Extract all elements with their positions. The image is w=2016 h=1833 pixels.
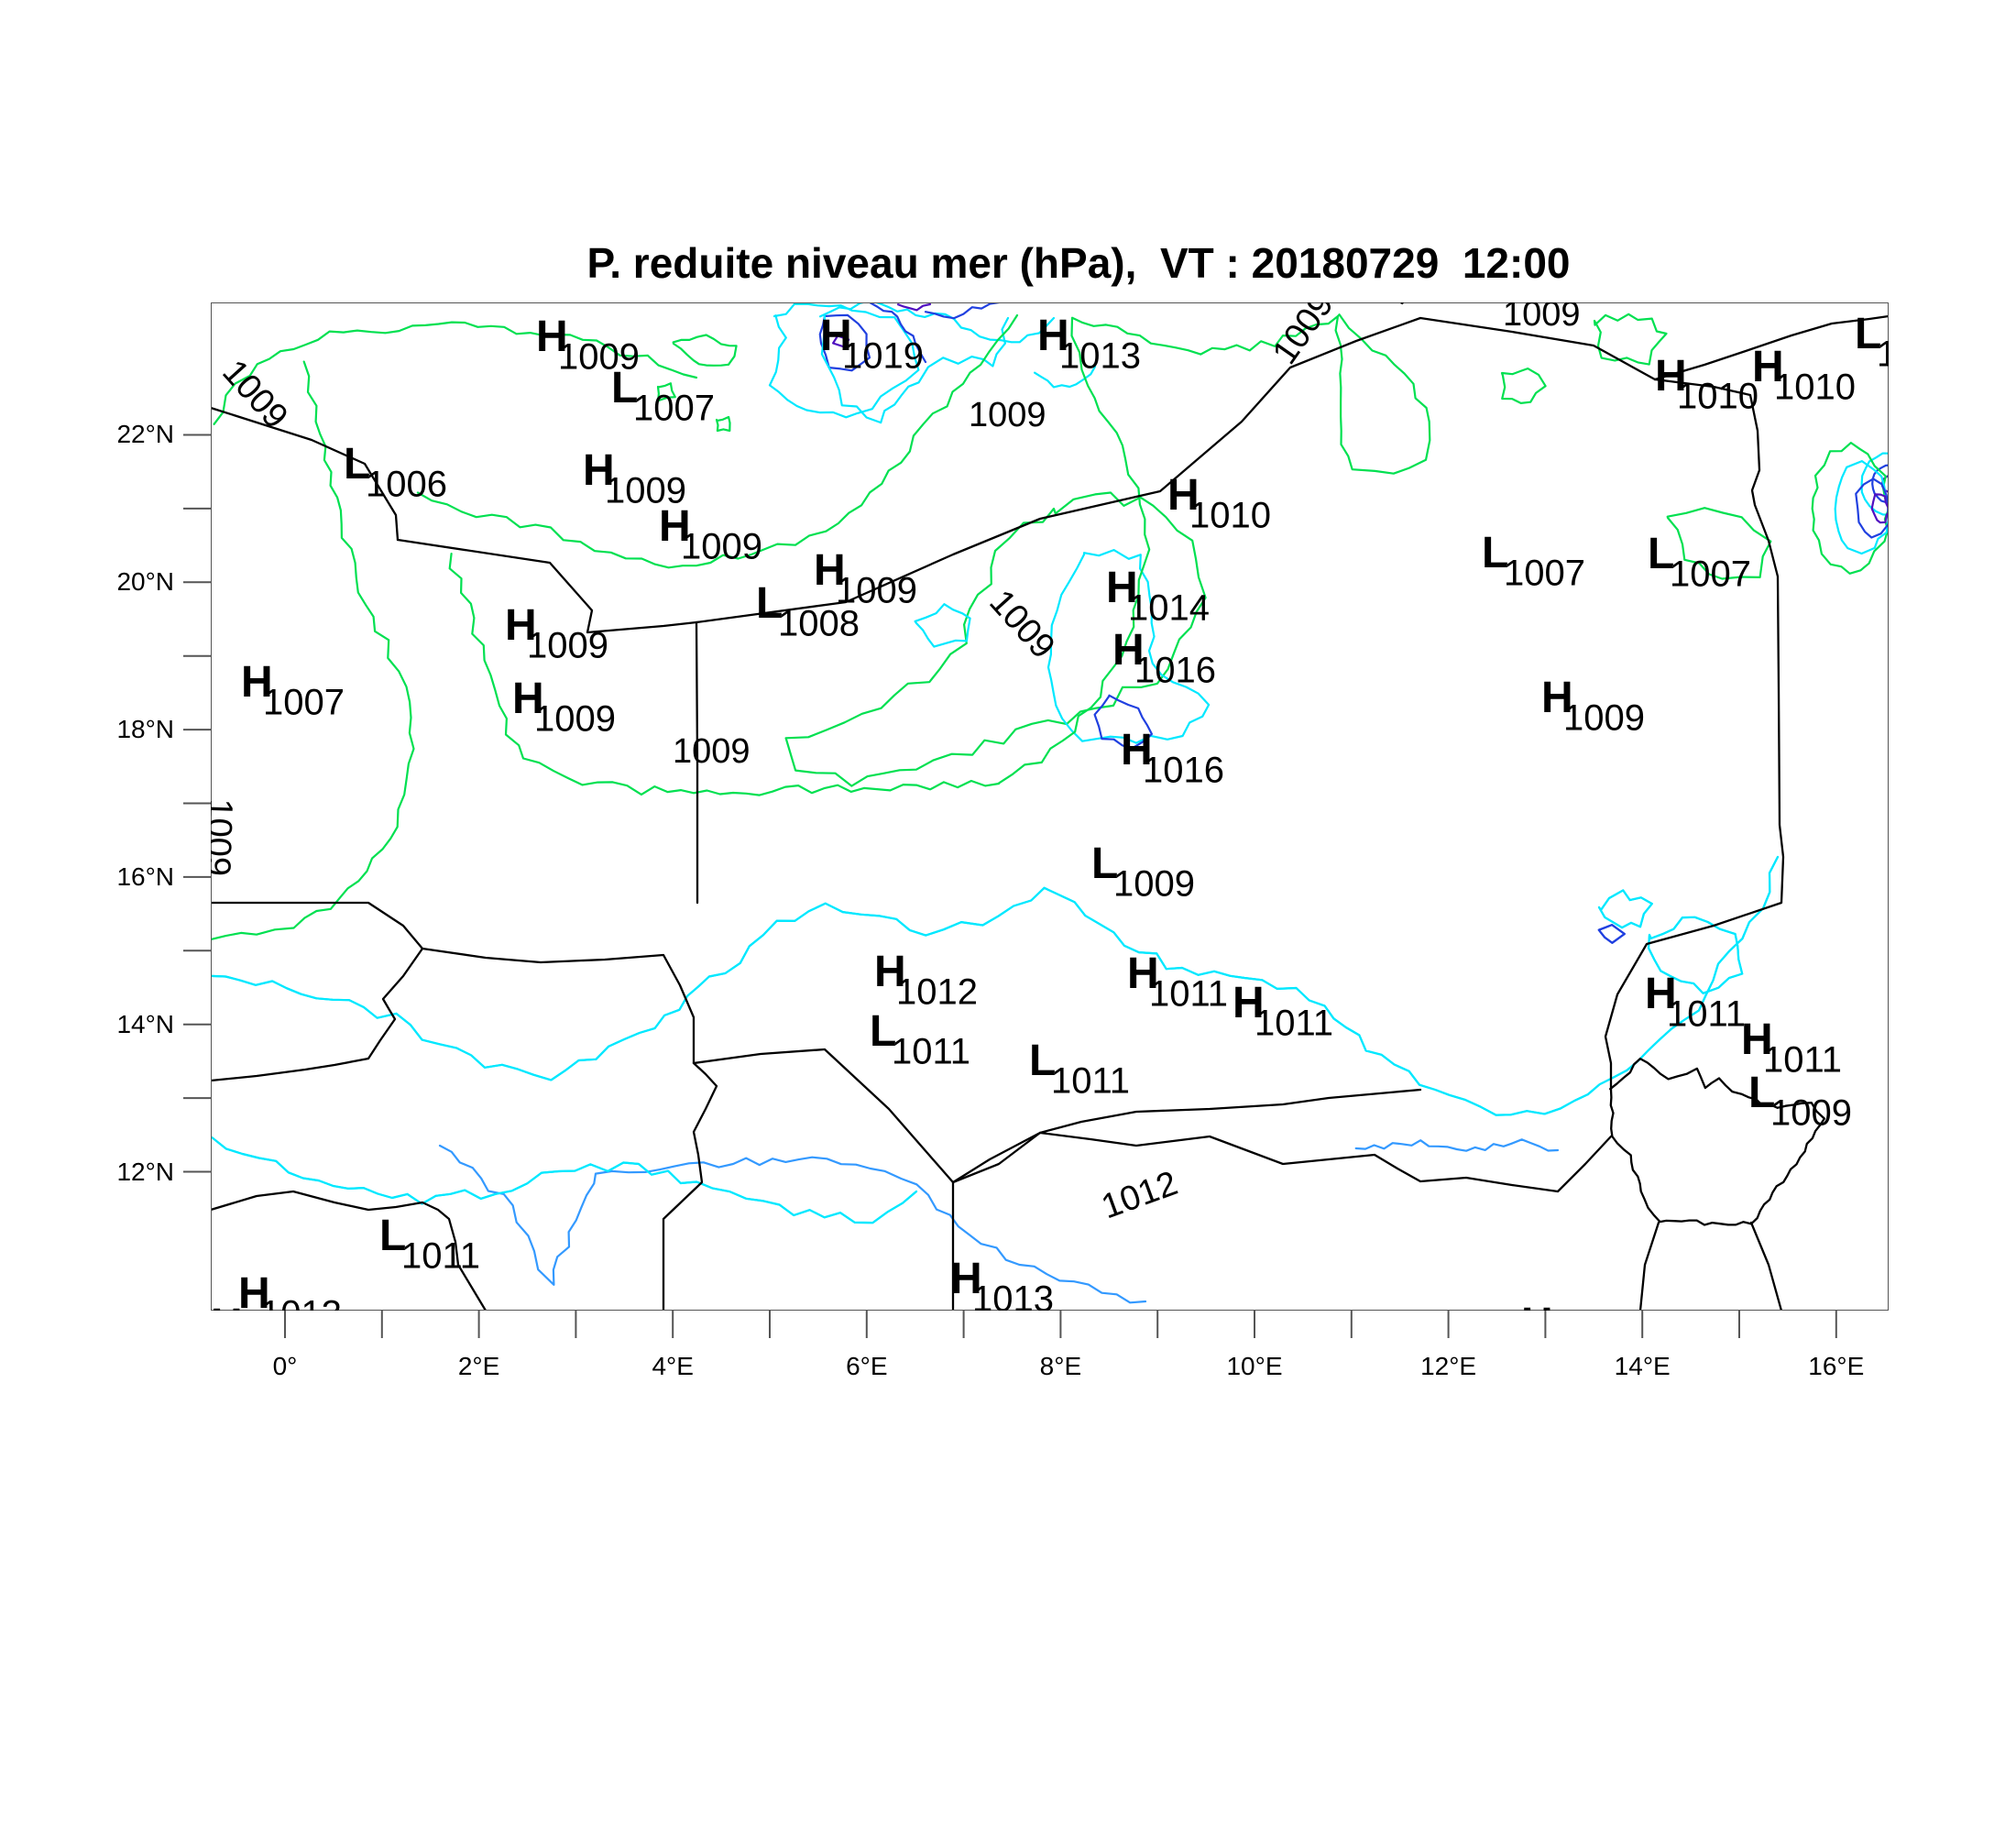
- svg-text:1009: 1009: [681, 527, 762, 567]
- svg-text:1013: 1013: [1059, 336, 1141, 377]
- svg-text:1007: 1007: [263, 683, 345, 723]
- svg-text:1013: 1013: [260, 1294, 342, 1334]
- svg-text:1009: 1009: [1503, 295, 1581, 334]
- svg-text:1016: 1016: [1134, 651, 1216, 691]
- svg-text:1013: 1013: [972, 1279, 1054, 1320]
- svg-text:12°E: 12°E: [1420, 1352, 1476, 1380]
- svg-text:1010: 1010: [1677, 377, 1759, 417]
- svg-text:1009: 1009: [1265, 286, 1342, 371]
- svg-text:1006: 1006: [366, 465, 447, 505]
- svg-text:1011: 1011: [401, 1236, 480, 1277]
- svg-text:20°N: 20°N: [116, 567, 174, 596]
- svg-text:4°E: 4°E: [652, 1352, 693, 1380]
- svg-text:2°E: 2°E: [458, 1352, 499, 1380]
- svg-text:1010: 1010: [1189, 496, 1271, 536]
- svg-text:1011: 1011: [1667, 994, 1746, 1035]
- svg-text:1009: 1009: [198, 798, 239, 877]
- svg-text:0°: 0°: [273, 1352, 298, 1380]
- svg-text:1012: 1012: [896, 972, 978, 1013]
- svg-text:14°E: 14°E: [1615, 1352, 1671, 1380]
- svg-text:16°N: 16°N: [116, 862, 174, 891]
- svg-text:1010: 1010: [1774, 368, 1856, 408]
- svg-text:1011: 1011: [1149, 974, 1228, 1015]
- svg-text:H: H: [1521, 1300, 1553, 1348]
- svg-text:1007: 1007: [1504, 554, 1585, 594]
- svg-text:1009: 1009: [1770, 1093, 1852, 1134]
- svg-text:1009: 1009: [527, 626, 608, 666]
- svg-text:1016: 1016: [1143, 751, 1224, 791]
- svg-text:1011: 1011: [892, 1032, 970, 1072]
- svg-text:1007: 1007: [633, 389, 715, 429]
- svg-text:1011: 1011: [1051, 1061, 1130, 1102]
- svg-text:1008: 1008: [778, 604, 860, 644]
- svg-text:16°E: 16°E: [1808, 1352, 1864, 1380]
- svg-text:1009: 1009: [1563, 698, 1645, 739]
- svg-text:14°N: 14°N: [116, 1010, 174, 1038]
- svg-text:1009: 1009: [969, 396, 1046, 434]
- svg-text:1014: 1014: [1128, 588, 1210, 629]
- svg-text:1009: 1009: [1374, 224, 1436, 310]
- svg-text:H: H: [211, 1301, 243, 1349]
- svg-text:18°N: 18°N: [116, 715, 174, 743]
- svg-text:8°E: 8°E: [1040, 1352, 1081, 1380]
- svg-text:10: 10: [1877, 335, 1918, 375]
- svg-text:12°N: 12°N: [116, 1158, 174, 1186]
- svg-text:1012: 1012: [1097, 1164, 1183, 1226]
- svg-text:22°N: 22°N: [116, 420, 174, 448]
- svg-text:10°E: 10°E: [1226, 1352, 1282, 1380]
- svg-text:1009: 1009: [673, 732, 751, 771]
- svg-text:1019: 1019: [842, 336, 924, 377]
- svg-text:1009: 1009: [1113, 864, 1195, 905]
- svg-text:1007: 1007: [1670, 554, 1751, 595]
- svg-text:1009: 1009: [534, 699, 616, 740]
- svg-text:1013: 1013: [1543, 1324, 1625, 1365]
- svg-text:6°E: 6°E: [846, 1352, 887, 1380]
- svg-text:1011: 1011: [1255, 1004, 1333, 1044]
